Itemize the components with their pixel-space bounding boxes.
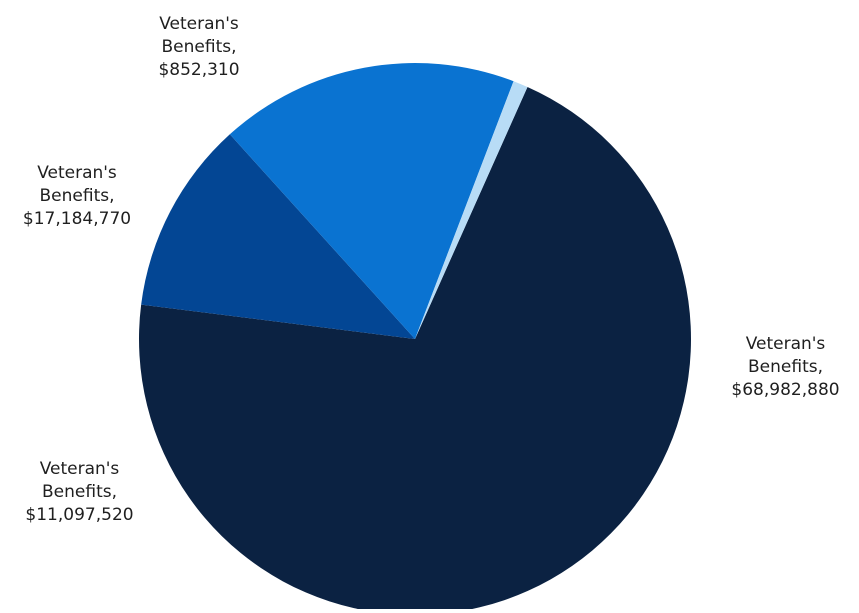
slice-label-17184770: Veteran's Benefits, $17,184,770 xyxy=(22,163,132,229)
slice-label-68982880: Veteran's Benefits, $68,982,880 xyxy=(731,334,840,400)
pie-slice-68982880 xyxy=(139,86,691,613)
slice-label-11097520: Veteran's Benefits, $11,097,520 xyxy=(25,459,134,525)
pie-slice-852310 xyxy=(415,81,528,339)
pie-slice-17184770 xyxy=(229,63,514,340)
slice-label-852310: Veteran's Benefits, $852,310 xyxy=(158,14,240,80)
pie-slice-11097520 xyxy=(141,134,415,339)
